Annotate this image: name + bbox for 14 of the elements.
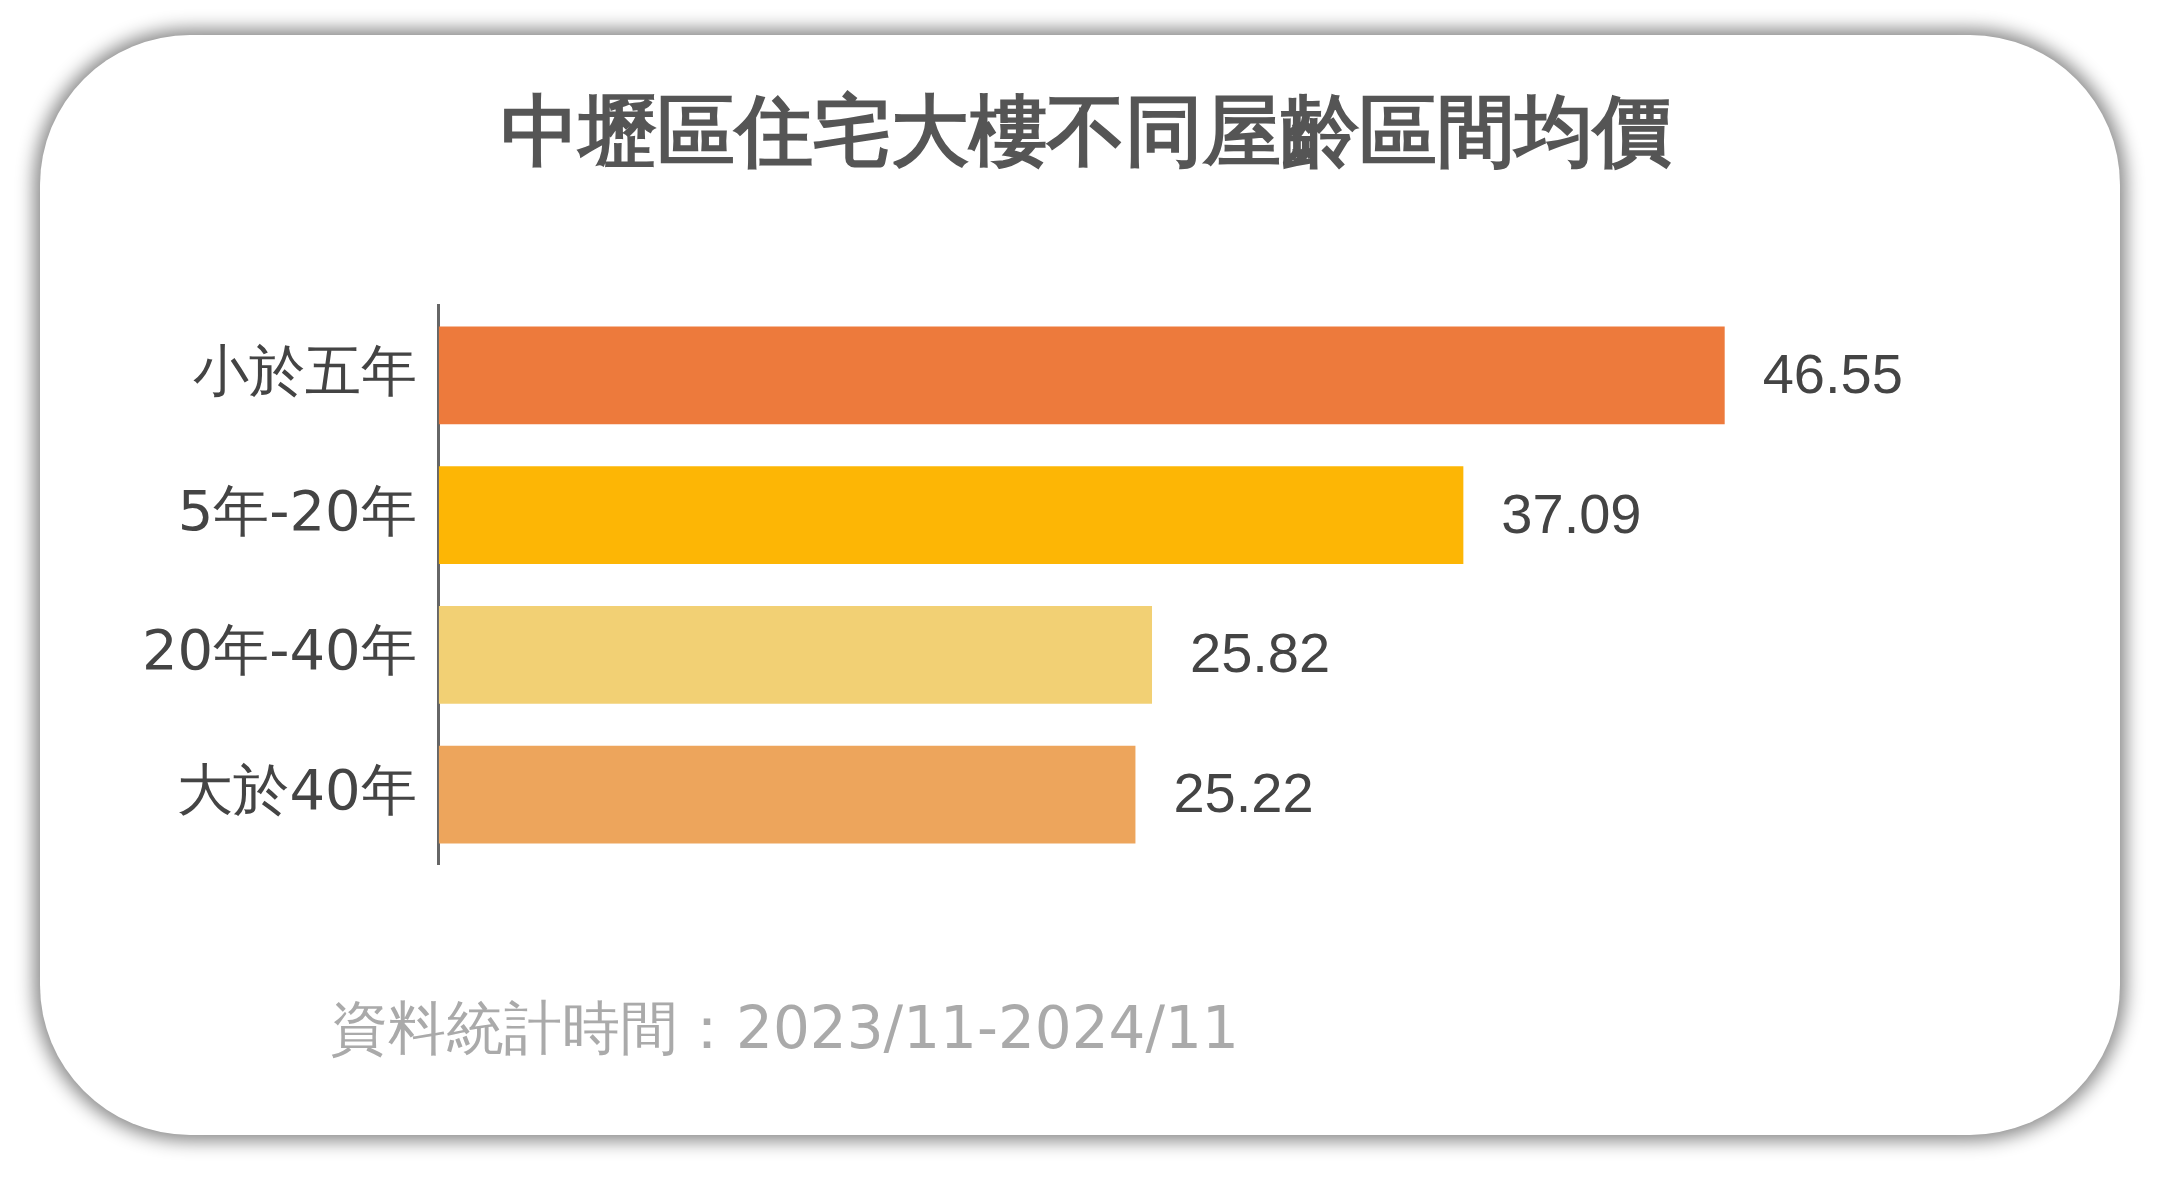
bar — [438, 466, 1464, 565]
data-label: 46.55 — [1762, 341, 1903, 405]
chart-title: 中壢區住宅大樓不同屋齡區間均價 — [500, 85, 1672, 178]
bar — [438, 605, 1153, 704]
y-tick-label: 大於40年 — [177, 757, 417, 823]
data-label: 25.22 — [1173, 760, 1314, 824]
y-tick-label: 20年-40年 — [141, 617, 417, 683]
data-label: 25.82 — [1190, 621, 1331, 685]
bar — [438, 326, 1725, 425]
bar — [438, 745, 1136, 844]
y-tick-label: 5年-20年 — [177, 477, 417, 543]
y-tick-label: 小於五年 — [192, 338, 417, 403]
text: 資料統計時間：2023/11-2024/11 — [330, 993, 1239, 1064]
data-label: 37.09 — [1501, 481, 1642, 545]
